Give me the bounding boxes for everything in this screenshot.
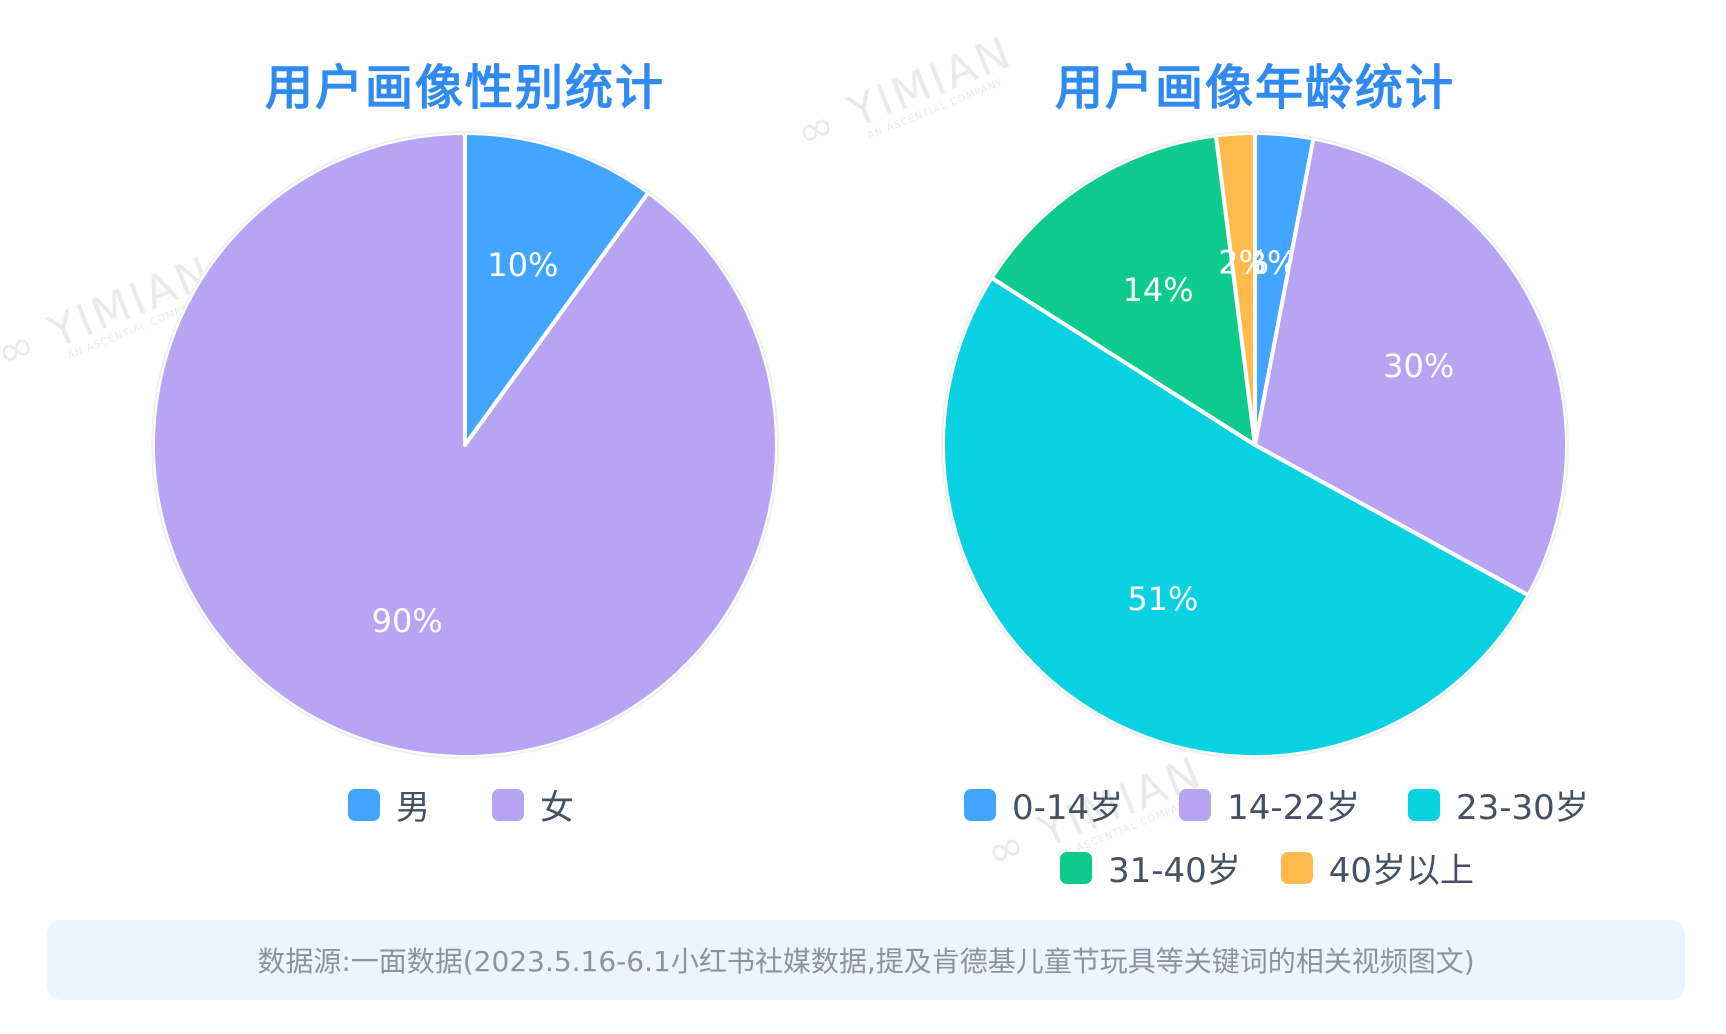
slice-label-1: 30% [1383, 347, 1454, 385]
legend-label: 14-22岁 [1227, 788, 1360, 828]
age-pie-chart: 3%30%51%14%2% [941, 131, 1569, 759]
pie-outline [151, 131, 779, 759]
age-legend-row-1: 0-14岁 14-22岁 23-30岁 [964, 780, 1589, 829]
pie-slice-3[interactable] [989, 133, 1257, 447]
slice-label-4: 2% [1218, 243, 1269, 281]
slice-label-1: 90% [372, 602, 443, 640]
legend-item-male[interactable]: 男 [348, 780, 430, 829]
slice-label-2: 51% [1127, 580, 1198, 618]
slice-label-0: 10% [487, 246, 558, 284]
legend-item-female[interactable]: 女 [492, 780, 574, 829]
gender-pie-chart: 10% 90% [151, 131, 779, 759]
pie-slice-2[interactable] [941, 275, 1531, 759]
legend-swatch [964, 788, 996, 821]
legend-label: 31-40岁 [1108, 851, 1241, 891]
legend-swatch [1280, 851, 1313, 884]
legend-item-14-22[interactable]: 14-22岁 [1179, 780, 1360, 829]
legend-item-over-40[interactable]: 40岁以上 [1280, 843, 1475, 892]
pie-slice-0[interactable] [463, 131, 651, 447]
legend-swatch [492, 788, 524, 821]
age-legend-row-2: 31-40岁 40岁以上 [1060, 843, 1474, 892]
legend-label: 40岁以上 [1328, 851, 1475, 891]
pie-slice-4[interactable] [1213, 131, 1257, 447]
data-source-text: 数据源:一面数据(2023.5.16-6.1小红书社媒数据,提及肯德基儿童节玩具… [257, 945, 1475, 978]
legend-item-31-40[interactable]: 31-40岁 [1060, 843, 1241, 892]
legend-label: 女 [540, 788, 574, 828]
data-source-footer: 数据源:一面数据(2023.5.16-6.1小红书社媒数据,提及肯德基儿童节玩具… [47, 920, 1685, 1000]
legend-label: 0-14岁 [1012, 788, 1124, 828]
legend-swatch [1060, 851, 1092, 884]
pie-outline [941, 131, 1569, 759]
legend-swatch [348, 788, 380, 821]
legend-label: 男 [396, 788, 430, 828]
legend-label: 23-30岁 [1455, 788, 1589, 828]
legend-swatch [1407, 788, 1440, 821]
legend-item-0-14[interactable]: 0-14岁 [964, 780, 1123, 829]
gender-chart-title: 用户画像性别统计 [264, 60, 665, 116]
gender-legend: 男 女 [348, 780, 574, 829]
pie-slice-1[interactable] [151, 131, 779, 759]
legend-swatch [1179, 788, 1212, 821]
legend-item-23-30[interactable]: 23-30岁 [1407, 780, 1589, 829]
slice-label-3: 14% [1122, 271, 1193, 309]
age-chart-title: 用户画像年龄统计 [1054, 60, 1455, 116]
pie-slice-1[interactable] [1253, 136, 1569, 598]
